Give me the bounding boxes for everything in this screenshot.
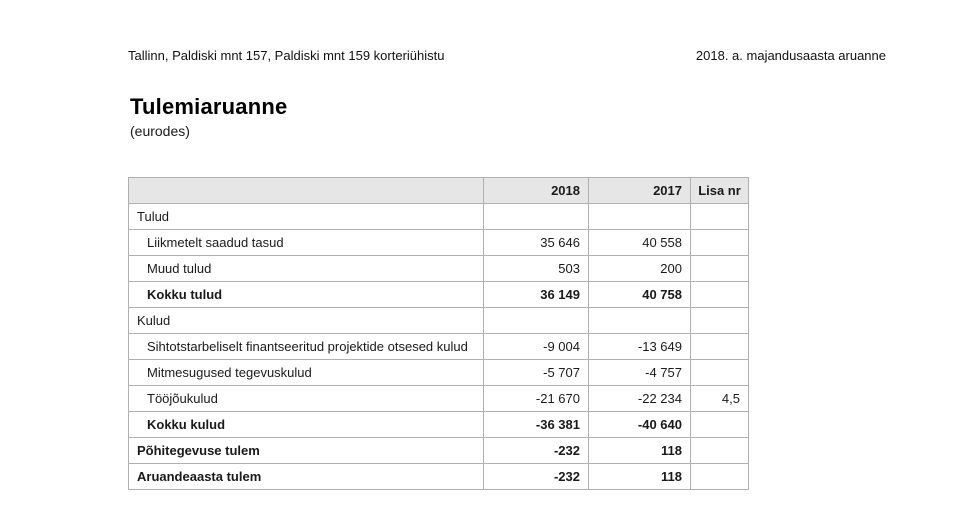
table-header-row: 2018 2017 Lisa nr [128, 177, 749, 204]
value-2018: -9 004 [483, 333, 589, 360]
value-2017: -22 234 [588, 385, 691, 412]
value-2018: 36 149 [483, 281, 589, 308]
table-row-kokku-kulud: Kokku kulud -36 381 -40 640 [128, 411, 749, 438]
table-row-pohitegevuse-tulem: Põhitegevuse tulem -232 118 [128, 437, 749, 464]
lisa-nr: 4,5 [690, 385, 749, 412]
table-row-muud-tulud: Muud tulud 503 200 [128, 255, 749, 282]
value-2018 [483, 203, 589, 230]
row-label: Tööjõukulud [128, 385, 484, 412]
value-2017: 40 758 [588, 281, 691, 308]
row-label: Põhitegevuse tulem [128, 437, 484, 464]
title-block: Tulemiaruanne (eurodes) [130, 94, 287, 139]
lisa-nr [690, 359, 749, 386]
year-2017-column-header: 2017 [588, 177, 691, 204]
table-row-liikmetelt-saadud-tasud: Liikmetelt saadud tasud 35 646 40 558 [128, 229, 749, 256]
value-2018: -232 [483, 437, 589, 464]
value-2018 [483, 307, 589, 334]
value-2017: 118 [588, 437, 691, 464]
year-2018-column-header: 2018 [483, 177, 589, 204]
value-2017 [588, 307, 691, 334]
table-row-kulud: Kulud [128, 307, 749, 334]
table-row-toojoukulud: Tööjõukulud -21 670 -22 234 4,5 [128, 385, 749, 412]
value-2017: 40 558 [588, 229, 691, 256]
value-2017: -4 757 [588, 359, 691, 386]
lisa-nr [690, 411, 749, 438]
lisa-nr [690, 229, 749, 256]
value-2018: -36 381 [483, 411, 589, 438]
lisa-nr [690, 333, 749, 360]
lisa-nr [690, 255, 749, 282]
value-2017: -40 640 [588, 411, 691, 438]
row-label: Aruandeaasta tulem [128, 463, 484, 490]
row-label: Kulud [128, 307, 484, 334]
value-2018: 35 646 [483, 229, 589, 256]
table-row-sihtotstarbelised-kulud: Sihtotstarbeliselt finantseeritud projek… [128, 333, 749, 360]
income-statement-table: 2018 2017 Lisa nr Tulud Liikmetelt saadu… [128, 177, 749, 490]
row-label: Kokku kulud [128, 411, 484, 438]
lisa-nr [690, 437, 749, 464]
label-column-header [128, 177, 484, 204]
value-2018: -232 [483, 463, 589, 490]
lisa-nr [690, 307, 749, 334]
lisa-nr [690, 281, 749, 308]
lisa-nr [690, 463, 749, 490]
association-name: Tallinn, Paldiski mnt 157, Paldiski mnt … [128, 48, 445, 63]
row-label: Mitmesugused tegevuskulud [128, 359, 484, 386]
row-label: Kokku tulud [128, 281, 484, 308]
table-row-aruandeaasta-tulem: Aruandeaasta tulem -232 118 [128, 463, 749, 490]
value-2017: 200 [588, 255, 691, 282]
table-row-tulud: Tulud [128, 203, 749, 230]
page-title: Tulemiaruanne [130, 94, 288, 119]
value-2018: -21 670 [483, 385, 589, 412]
value-2017: -13 649 [588, 333, 691, 360]
row-label: Sihtotstarbeliselt finantseeritud projek… [128, 333, 484, 360]
value-2017 [588, 203, 691, 230]
row-label: Tulud [128, 203, 484, 230]
value-2017: 118 [588, 463, 691, 490]
table-row-kokku-tulud: Kokku tulud 36 149 40 758 [128, 281, 749, 308]
report-year-label: 2018. a. majandusaasta aruanne [695, 48, 886, 63]
value-2018: 503 [483, 255, 589, 282]
row-label: Muud tulud [128, 255, 484, 282]
value-2018: -5 707 [483, 359, 589, 386]
currency-note: (eurodes) [130, 123, 190, 139]
row-label: Liikmetelt saadud tasud [128, 229, 484, 256]
lisa-nr-column-header: Lisa nr [690, 177, 749, 204]
lisa-nr [690, 203, 749, 230]
document-header: Tallinn, Paldiski mnt 157, Paldiski mnt … [128, 48, 886, 63]
table-row-mitmesugused-tegevuskulud: Mitmesugused tegevuskulud -5 707 -4 757 [128, 359, 749, 386]
